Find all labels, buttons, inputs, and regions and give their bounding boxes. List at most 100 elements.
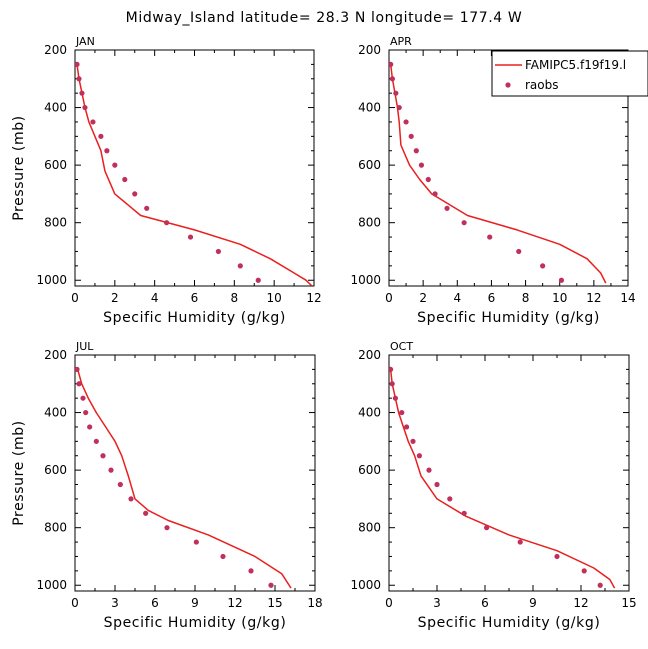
x-axis-label: Specific Humidity (g/kg) (104, 615, 287, 631)
y-tick-label: 200 (44, 348, 67, 362)
x-tick-label: 9 (529, 596, 537, 610)
raobs-point (410, 438, 416, 444)
plot-frame (388, 354, 630, 592)
raobs-point (517, 539, 523, 545)
x-tick-label: 4 (151, 291, 159, 305)
panel-label: OCT (390, 340, 413, 353)
y-tick-label: 800 (358, 216, 381, 230)
raobs-point (389, 381, 395, 387)
panel-label: JAN (75, 35, 95, 48)
y-tick-label: 1000 (350, 578, 381, 592)
plot-frame (74, 49, 315, 287)
x-tick-label: 12 (227, 596, 242, 610)
y-tick-label: 600 (44, 158, 67, 172)
raobs-point (76, 76, 82, 82)
raobs-point (487, 234, 493, 240)
raobs-point (392, 395, 398, 401)
y-tick-label: 800 (44, 216, 67, 230)
raobs-point (408, 133, 414, 139)
y-tick-label: 800 (358, 521, 381, 535)
plot-area (75, 61, 313, 286)
raobs-point (220, 553, 226, 560)
raobs-point (100, 453, 106, 459)
raobs-point (399, 409, 405, 416)
legend-label-raobs: raobs (525, 78, 559, 92)
raobs-point (93, 438, 99, 444)
x-tick-label: 10 (552, 291, 567, 305)
y-tick-label: 200 (358, 43, 381, 57)
raobs-point (215, 248, 221, 255)
y-axis-label: Pressure (mb) (11, 420, 27, 525)
raobs-point (255, 277, 261, 283)
legend: FAMIPC5.f19f19.l raobs (491, 50, 648, 97)
panel-label: APR (390, 35, 412, 48)
raobs-point (393, 90, 399, 96)
y-tick-label: 600 (358, 463, 381, 477)
x-tick-label: 0 (385, 596, 393, 610)
x-tick-label: 3 (111, 596, 119, 610)
y-tick-label: 400 (358, 101, 381, 115)
y-tick-label: 800 (44, 521, 67, 535)
plot-area (389, 61, 607, 284)
raobs-point (516, 248, 522, 255)
x-tick-label: 0 (71, 596, 79, 610)
x-tick-label: 6 (481, 596, 489, 610)
raobs-point (540, 263, 546, 269)
figure-title: Midway_Island latitude= 28.3 N longitude… (126, 10, 523, 26)
x-axis-label: Specific Humidity (g/kg) (103, 310, 286, 326)
plot-area (389, 366, 616, 589)
x-tick-label: 18 (307, 596, 322, 610)
raobs-point (268, 582, 274, 588)
raobs-point (144, 205, 150, 211)
x-tick-label: 2 (419, 291, 427, 305)
x-tick-label: 8 (231, 291, 239, 305)
raobs-point (83, 409, 89, 416)
x-tick-label: 6 (191, 291, 199, 305)
model-line (76, 64, 313, 286)
x-tick-label: 9 (191, 596, 199, 610)
raobs-point (187, 234, 194, 240)
raobs-point (112, 162, 118, 168)
raobs-point (82, 104, 88, 111)
raobs-point (122, 176, 128, 183)
y-axis-label: Pressure (mb) (11, 115, 27, 220)
raobs-point (597, 582, 603, 588)
x-tick-label: 12 (573, 596, 588, 610)
x-tick-label: 12 (306, 291, 321, 305)
raobs-point (75, 61, 80, 67)
raobs-point (164, 220, 170, 226)
x-axis-label: Specific Humidity (g/kg) (418, 615, 601, 631)
x-tick-label: 4 (453, 291, 461, 305)
raobs-point (248, 568, 254, 574)
raobs-point (98, 133, 104, 139)
raobs-point (432, 191, 438, 197)
raobs-point (128, 496, 134, 502)
raobs-point (403, 119, 409, 125)
raobs-point (554, 553, 560, 560)
raobs-point (143, 510, 149, 516)
x-tick-label: 0 (385, 291, 393, 305)
raobs-point (434, 481, 440, 488)
raobs-point (75, 366, 80, 372)
raobs-point (80, 395, 86, 401)
raobs-point (193, 539, 199, 545)
raobs-point (447, 496, 453, 502)
raobs-point (444, 205, 450, 211)
raobs-point (413, 148, 419, 154)
x-tick-label: 14 (620, 291, 635, 305)
x-tick-label: 0 (71, 291, 79, 305)
x-tick-label: 6 (488, 291, 496, 305)
panel-oct: 200 400 600 800 1000 0 3 6 9 12 15 Specific Humidit… (350, 340, 636, 631)
y-tick-label: 400 (44, 101, 67, 115)
raobs-point (389, 61, 394, 67)
raobs-point (87, 424, 93, 430)
x-tick-label: 2 (111, 291, 119, 305)
raobs-point (558, 277, 565, 283)
x-tick-label: 15 (267, 596, 282, 610)
raobs-point (79, 90, 85, 96)
legend-dot-swatch (505, 82, 511, 88)
x-tick-label: 15 (621, 596, 636, 610)
raobs-point (132, 191, 138, 197)
model-line (389, 369, 616, 589)
